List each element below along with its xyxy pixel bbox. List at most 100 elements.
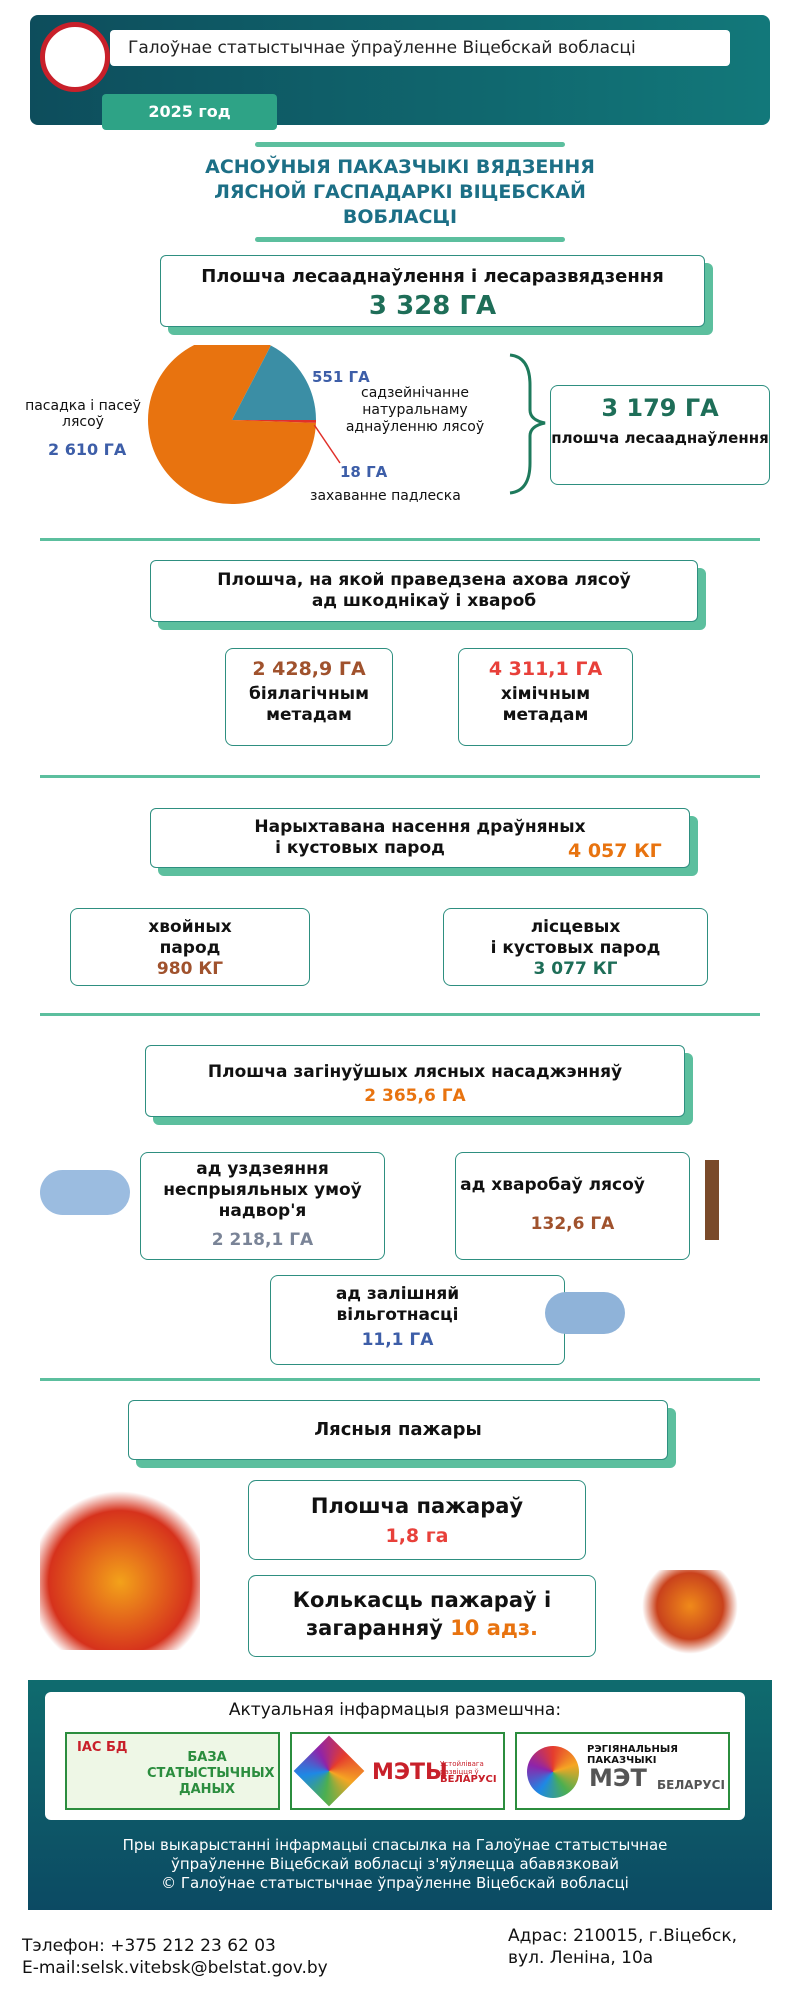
divider [40,775,760,778]
logo [40,22,110,92]
value: 980 КГ [156,959,224,979]
dead-card: ад хваробаў лясоў 132,6 ГА [455,1152,690,1260]
heading: і кустовых парод [275,838,445,858]
value: 132,6 ГА [530,1214,615,1234]
label: біялагічным [249,684,369,704]
logo-line: БЕЛАРУСІ [440,1774,497,1785]
wind-icon [40,1170,130,1215]
email: E-mail:selsk.vitebsk@belstat.gov.by [22,1958,328,1978]
label: Колькасць пажараў і [292,1588,552,1612]
heading-box: Плошча загінуўшых лясных насаджэнняў 2 3… [145,1045,685,1117]
logo-line: РЭГІЯНАЛЬНЫЯ ПАКАЗЧЫКІ [587,1744,678,1766]
year-badge: 2025 год [102,94,277,130]
title-rule [255,237,565,242]
pie-slice [232,419,316,423]
heading: Плошча загінуўшых лясных насаджэнняў [207,1062,623,1082]
notice-line: © Галоўнае статыстычнае ўпраўленне Віцеб… [161,1874,629,1892]
label: неспрыяльных умоў [163,1180,362,1200]
logo-tag: ІАС БД [77,1740,128,1755]
pie-label: садзейнічанне натуральнаму аднаўленню ля… [345,385,485,435]
value: 1,8 га [385,1525,449,1547]
pie-chart [148,345,546,504]
campfire-icon [640,1570,740,1660]
address-line: Адрас: 210015, г.Віцебск, [508,1926,738,1946]
label: загаранняў [305,1616,443,1640]
logo-tag: МЭТ [589,1764,647,1792]
title-line: ЛЯСНОЙ ГАСПАДАРКІ ВІЦЕБСКАЙ [214,181,586,203]
pie-value-label: 2 610 ГА [48,440,127,459]
label: метадам [266,705,352,725]
protection-card: 4 311,1 ГА хімічным метадам [458,648,633,746]
address: Адрас: 210015, г.Віцебск, вул. Леніна, 1… [508,1925,737,1969]
title: АСНОЎНЫЯ ПАКАЗЧЫКІ ВЯДЗЕННЯ ЛЯСНОЙ ГАСПА… [150,155,650,230]
org-name: Галоўнае статыстычнае ўпраўленне Віцебск… [128,38,636,58]
label: парод [159,938,221,958]
logo-card: МЭТЫ Устойлівага развіцця ў БЕЛАРУСІ [290,1732,505,1810]
brace [509,353,546,495]
value: 2 218,1 ГА [211,1230,314,1250]
leader [313,424,341,464]
pie-value-label: 551 ГА [312,368,370,386]
footer-intro: Актуальная інфармацыя размешчна: [228,1700,562,1720]
value: 3 077 КГ [533,959,618,979]
restoration-label: плошча лесааднаўлення [551,429,769,447]
cloud-icon [545,1292,625,1334]
value: 2 428,9 ГА [252,658,366,680]
heading-box: Лясныя пажары [128,1400,668,1460]
total: 2 365,6 ГА [364,1086,466,1106]
label: хвойных [148,917,232,937]
label: і кустовых парод [490,938,661,958]
dead-card: ад залішняй вільготнасці 11,1 ГА [270,1275,565,1365]
label: вільготнасці [336,1305,459,1325]
dead-card: ад уздзеяння неспрыяльных умоў надвор'я … [140,1152,385,1260]
label: ад хваробаў лясоў [460,1175,645,1195]
label: лісцевых [530,917,621,937]
pie-value-label: 18 ГА [340,463,388,481]
fire-icon [40,1480,200,1650]
address-line: вул. Леніна, 10а [508,1948,654,1968]
seed-card: лісцевых і кустовых парод 3 077 КГ [443,908,708,986]
label: ад уздзеяння [196,1159,329,1179]
title-line: ВОБЛАСЦІ [342,206,458,228]
logo-line: СТАТЫСТЫЧНЫХ [147,1766,275,1781]
pie-label: захаванне падлеска [310,488,461,504]
notice-line: ўпраўленне Віцебскай вобласці з'яўляецца… [170,1855,619,1873]
pie-slice [148,345,316,504]
contacts: Тэлефон: +375 212 23 62 03 E-mail:selsk.… [22,1935,328,1979]
label: Плошча пажараў [310,1494,524,1518]
protection-card: 2 428,9 ГА біялагічным метадам [225,648,393,746]
total: 4 057 КГ [568,840,662,862]
logo-line: Устойлівага развіцця ў [440,1760,484,1776]
heading: Нарыхтавана насення драўняных [254,817,586,837]
header-bar [110,30,730,66]
heading: Плошча, на якой праведзена ахова лясоў [217,570,631,590]
divider [40,538,760,541]
value: 10 адз. [450,1616,539,1640]
divider [40,1013,760,1016]
logo-mark [527,1746,579,1798]
heading: ад шкоднікаў і хвароб [311,591,537,611]
pie-label: пасадка і пасеў лясоў [25,398,141,430]
restoration-card: 3 179 ГА плошча лесааднаўлення [550,385,770,485]
tree-icon [705,1160,719,1240]
logo-line: БЕЛАРУСІ [657,1778,725,1792]
value: 11,1 ГА [361,1330,434,1350]
label: метадам [502,705,589,725]
heading-box: Плошча, на якой праведзена ахова лясоў а… [150,560,698,622]
notice: Пры выкарыстанні інфармацыі спасылка на … [45,1836,745,1893]
logo-card: ІАС БД БАЗА СТАТЫСТЫЧНЫХ ДАНЫХ [65,1732,280,1810]
logo-line: ДАНЫХ [178,1782,235,1797]
heading-box: Плошча лесааднаўлення і лесаразвядзення … [160,255,705,327]
divider [40,1378,760,1381]
title-line: АСНОЎНЫЯ ПАКАЗЧЫКІ ВЯДЗЕННЯ [205,156,595,178]
logo-tag: МЭТЫ [372,1760,448,1785]
label: хімічным [500,684,591,704]
pie-slice [232,345,316,420]
logo-card: РЭГІЯНАЛЬНЫЯ ПАКАЗЧЫКІ МЭТ БЕЛАРУСІ [515,1732,730,1810]
logo-mark [293,1735,365,1807]
title-rule [255,142,565,147]
notice-line: Пры выкарыстанні інфармацыі спасылка на … [122,1836,668,1854]
seed-card: хвойных парод 980 КГ [70,908,310,986]
value: 4 311,1 ГА [488,658,603,680]
